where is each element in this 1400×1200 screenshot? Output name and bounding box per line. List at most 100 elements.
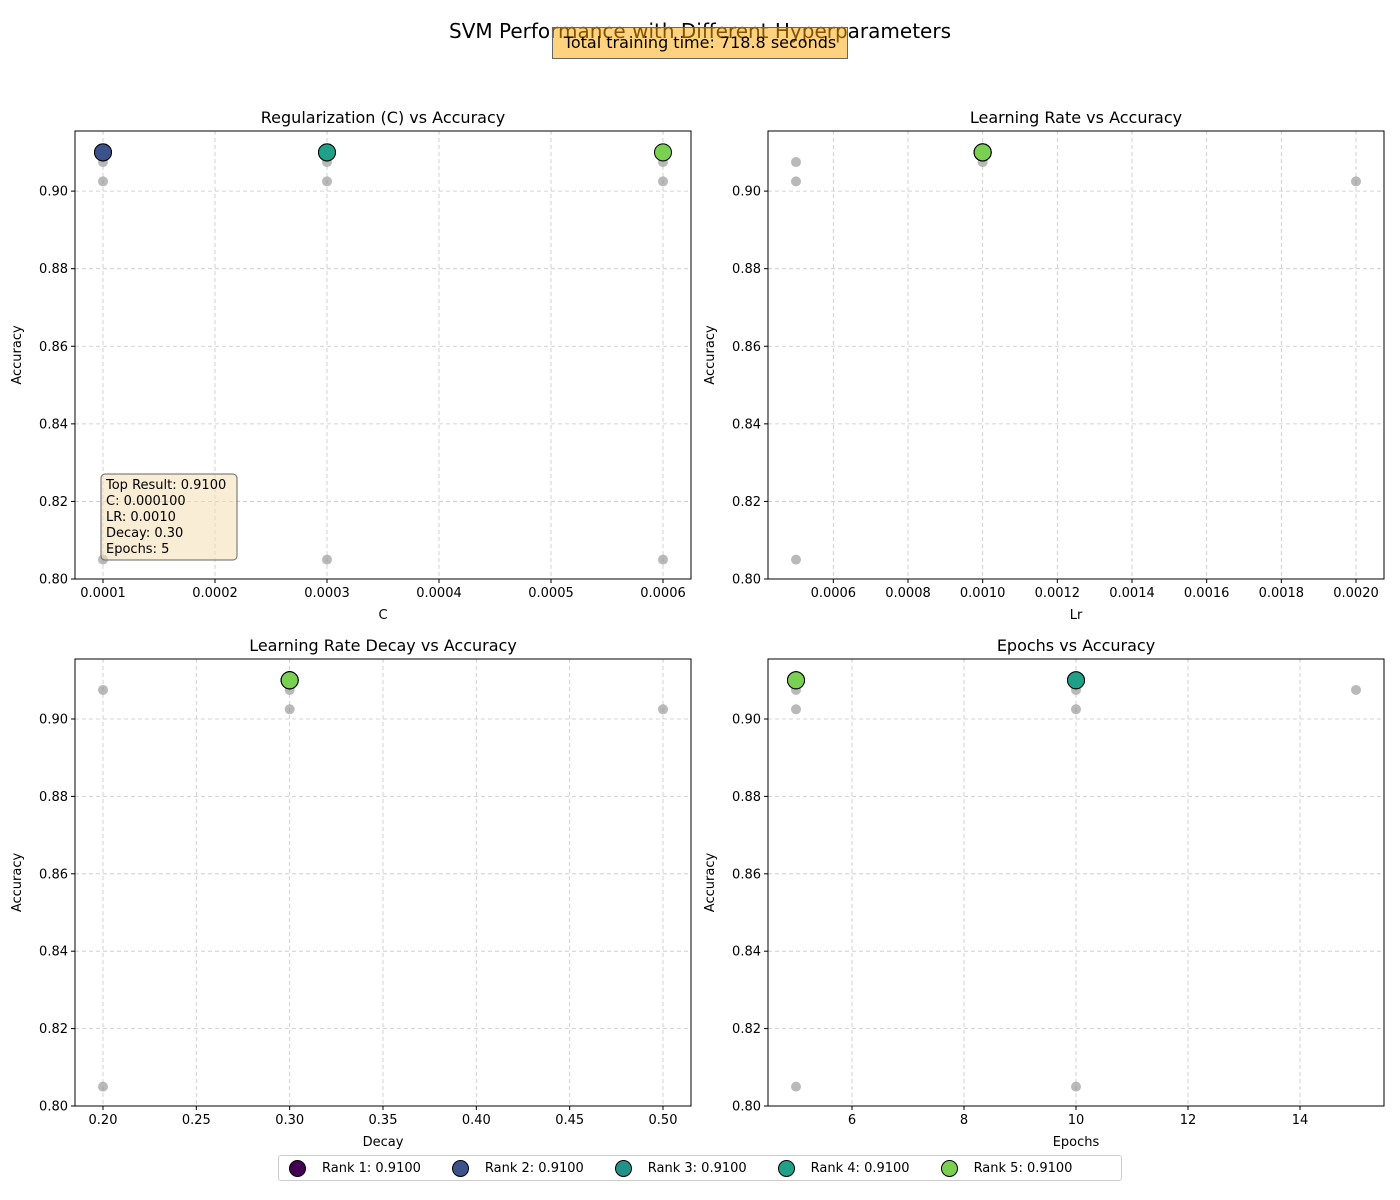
x-tick-label: 12 (1180, 1113, 1197, 1128)
x-tick-label: 0.20 (89, 1113, 118, 1128)
legend-marker-rank-4 (777, 1159, 795, 1177)
subplot-title: Learning Rate vs Accuracy (970, 108, 1182, 127)
y-tick-label: 0.90 (732, 185, 761, 200)
y-axis-label: Accuracy (703, 325, 718, 385)
x-tick-label: 0.0012 (1035, 586, 1081, 601)
y-tick-label: 0.82 (732, 1022, 761, 1037)
x-tick-label: 0.45 (555, 1113, 584, 1128)
annotation-line: Top Result: 0.9100 (105, 478, 226, 493)
annotation-line: LR: 0.0010 (106, 510, 176, 525)
y-tick-label: 0.88 (39, 262, 68, 277)
data-point (791, 704, 801, 715)
x-tick-label: 0.30 (275, 1113, 304, 1128)
x-axis-label: Decay (363, 1135, 404, 1150)
y-tick-label: 0.82 (39, 495, 68, 510)
x-axis-label: Lr (1070, 608, 1083, 623)
x-tick-label: 0.0003 (304, 586, 350, 601)
y-tick-label: 0.84 (39, 945, 68, 960)
top-point-rank-5 (973, 143, 992, 162)
data-point (791, 554, 801, 565)
legend-item-rank-5: Rank 5: 0.9100 (940, 1159, 1073, 1177)
legend-label-rank-5: Rank 5: 0.9100 (973, 1160, 1073, 1176)
data-point (791, 157, 801, 168)
x-tick-label: 8 (960, 1113, 968, 1128)
legend-label-rank-3: Rank 3: 0.9100 (647, 1160, 747, 1176)
y-axis-label: Accuracy (10, 853, 25, 913)
axes-frame (767, 130, 1385, 580)
legend-marker-rank-3 (614, 1159, 632, 1177)
legend-marker-rank-5 (940, 1159, 958, 1177)
y-tick-label: 0.82 (732, 495, 761, 510)
y-tick-label: 0.86 (732, 340, 761, 355)
subplot-3: 0.20 0.25 0.30 0.35 0.40 0.45 0.50 0.80 0.82 0.84… (10, 636, 692, 1150)
top-point-rank-4 (318, 143, 336, 162)
top-point-rank-5 (787, 671, 805, 690)
data-point (658, 176, 668, 187)
top-point-rank-4 (1067, 671, 1085, 690)
subplot-title: Learning Rate Decay vs Accuracy (249, 636, 517, 655)
subplot-4: 6 8 10 12 14 0.80 0.82 0.84 0.86 0.88 0.90 Epochs v… (703, 636, 1385, 1150)
data-point (98, 1081, 108, 1092)
data-point (658, 554, 668, 565)
subplot-title: Epochs vs Accuracy (997, 636, 1155, 655)
subplot-title: Regularization (C) vs Accuracy (261, 108, 505, 127)
x-tick-label: 0.0014 (1109, 586, 1155, 601)
y-tick-label: 0.84 (732, 945, 761, 960)
y-tick-label: 0.90 (39, 185, 68, 200)
x-tick-label: 0.35 (369, 1113, 398, 1128)
y-tick-label: 0.80 (39, 573, 68, 588)
annotation-box (100, 473, 238, 561)
x-axis-label: Epochs (1053, 1135, 1100, 1150)
x-tick-label: 0.0018 (1259, 586, 1305, 601)
annotation-line: Epochs: 5 (106, 542, 169, 557)
training-time-box: Total training time: 718.8 seconds (552, 27, 848, 59)
x-tick-label: 0.0006 (811, 586, 857, 601)
top-point-rank-2 (94, 143, 112, 162)
x-tick-label: 6 (848, 1113, 856, 1128)
y-tick-label: 0.88 (732, 262, 761, 277)
data-point (1351, 176, 1361, 187)
y-tick-label: 0.90 (39, 712, 68, 727)
x-tick-label: 0.0008 (885, 586, 931, 601)
y-tick-label: 0.80 (732, 1100, 761, 1115)
y-axis-label: Accuracy (703, 853, 718, 913)
x-tick-label: 0.0002 (192, 586, 238, 601)
x-tick-label: 0.0016 (1184, 586, 1230, 601)
y-tick-label: 0.88 (732, 790, 761, 805)
y-tick-label: 0.80 (39, 1100, 68, 1115)
data-point (98, 684, 108, 695)
y-tick-label: 0.86 (732, 867, 761, 882)
y-tick-label: 0.84 (732, 417, 761, 432)
x-tick-label: 0.0020 (1333, 586, 1379, 601)
legend-item-rank-1: Rank 1: 0.9100 (289, 1159, 421, 1177)
axes-frame (74, 130, 692, 580)
data-point (791, 1081, 801, 1092)
x-tick-label: 0.0010 (960, 586, 1006, 601)
x-tick-label: 0.0004 (416, 586, 462, 601)
x-axis-label: C (378, 608, 387, 623)
subplot-2: 0.0006 0.0008 0.0010 0.0012 0.0014 0.0016 0.00… (703, 108, 1385, 623)
legend-marker-rank-2 (451, 1159, 469, 1177)
x-tick-label: 0.0005 (528, 586, 574, 601)
data-point (791, 176, 801, 187)
data-point (1071, 704, 1081, 715)
y-tick-label: 0.86 (39, 340, 68, 355)
legend-label-rank-2: Rank 2: 0.9100 (484, 1160, 584, 1176)
rank-legend: Rank 1: 0.9100 Rank 2: 0.9100 Rank 3: 0.… (278, 1155, 1122, 1181)
top-point-rank-5 (654, 143, 672, 162)
x-tick-label: 0.25 (182, 1113, 211, 1128)
x-tick-label: 14 (1292, 1113, 1309, 1128)
x-tick-label: 0.0006 (640, 586, 686, 601)
annotation-line: Decay: 0.30 (106, 526, 183, 541)
y-tick-label: 0.90 (732, 712, 761, 727)
x-tick-label: 0.0001 (80, 586, 126, 601)
subplot-1: 0.0001 0.0002 0.0003 0.0004 0.0005 0.0006 0.80… (10, 108, 692, 623)
legend-marker-rank-1 (289, 1159, 306, 1177)
annotation-line: C: 0.000100 (106, 494, 186, 509)
data-point (322, 176, 332, 187)
data-point (322, 554, 332, 565)
y-axis-label: Accuracy (10, 325, 25, 385)
top-point-rank-5 (280, 671, 299, 690)
